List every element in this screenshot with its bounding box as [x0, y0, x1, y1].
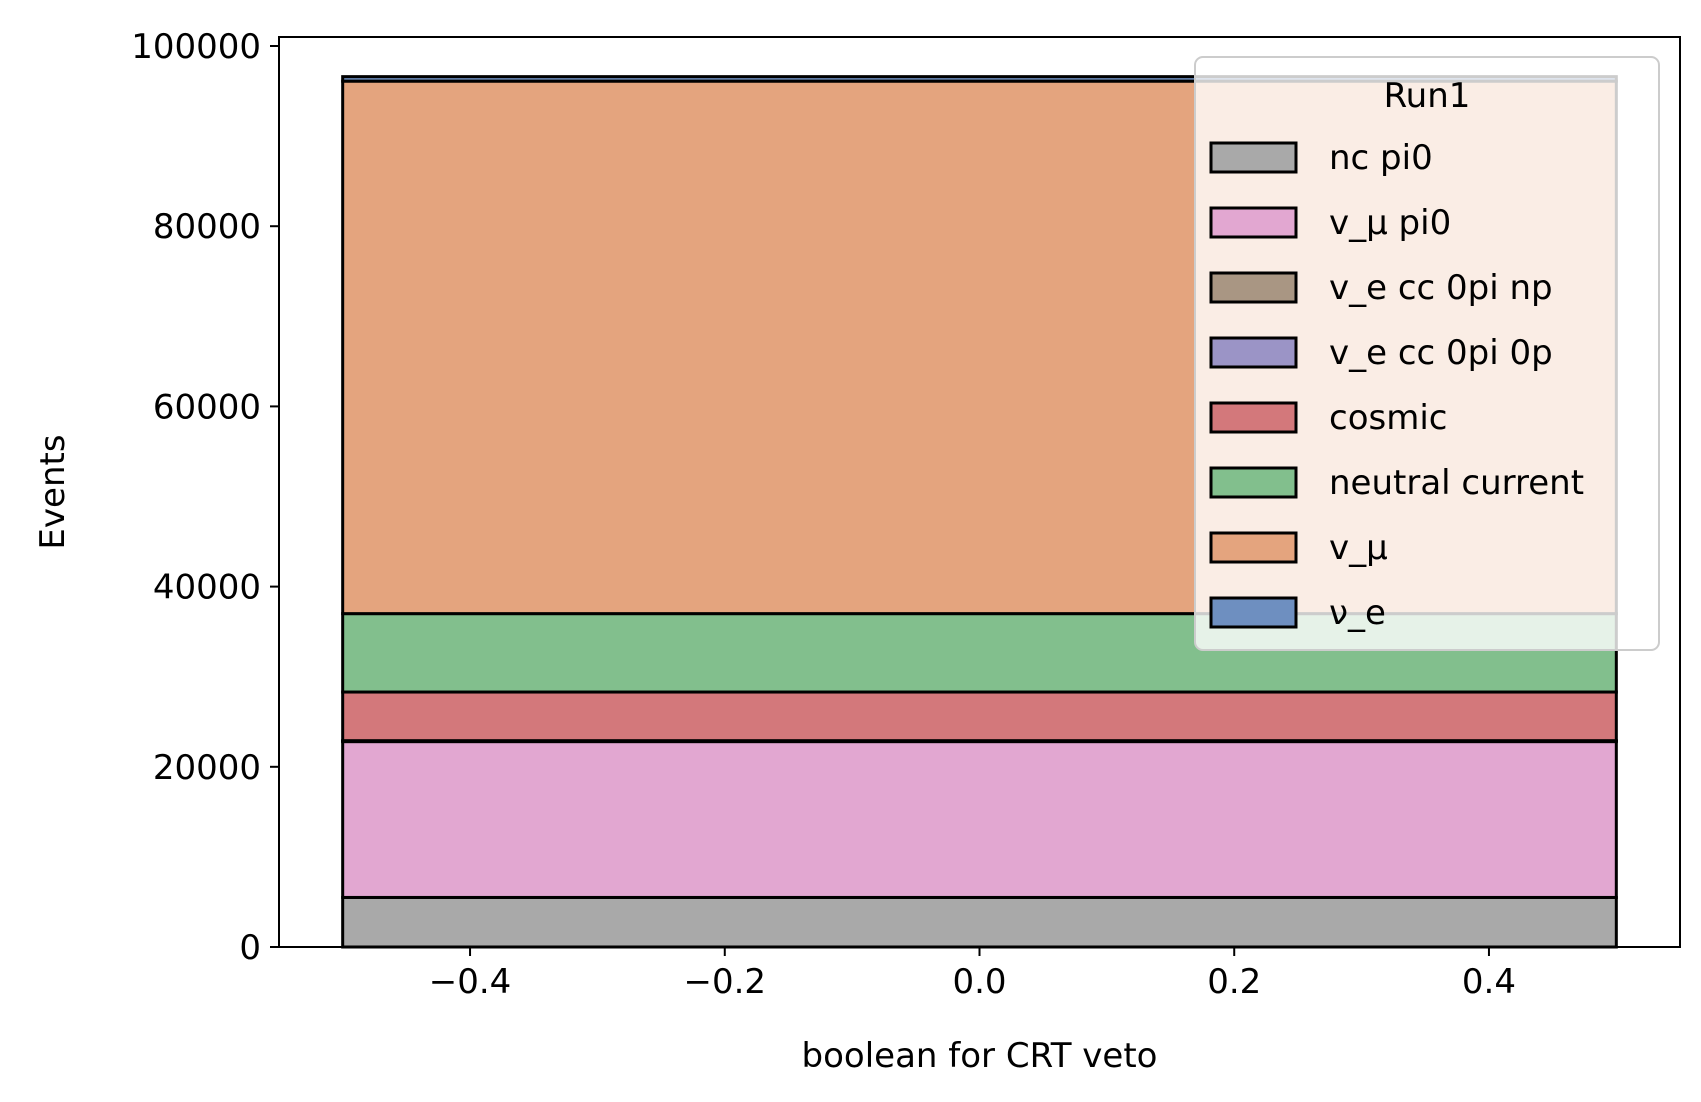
- legend-swatch-v-e-cc-0pi-0p-3: [1209, 336, 1298, 369]
- legend-swatch-v-6: [1209, 531, 1298, 564]
- x-axis-label: boolean for CRT veto: [802, 1036, 1158, 1076]
- x-tick-label: 0.0: [952, 962, 1006, 1002]
- legend-swatch-cosmic-4: [1209, 401, 1298, 434]
- y-tick-label: 0: [239, 928, 261, 968]
- legend-label-v-6: v_μ: [1329, 528, 1388, 568]
- legend-label-cosmic-4: cosmic: [1329, 398, 1447, 438]
- legend-swatch-neutral-current-5: [1209, 466, 1298, 499]
- legend-frame: [1194, 56, 1660, 651]
- x-tick-label: 0.4: [1462, 962, 1516, 1002]
- x-tick-label: 0.2: [1207, 962, 1261, 1002]
- legend-label-nc-pi0-0: nc pi0: [1329, 138, 1433, 178]
- bar-segment-cosmic-4: [341, 690, 1618, 743]
- legend-swatch-e-7: [1209, 596, 1298, 629]
- y-tick-label: 40000: [153, 568, 261, 608]
- y-axis-ticks: 0 20000 40000 60000 80000 100000: [131, 27, 279, 968]
- y-axis-label: Events: [33, 434, 73, 549]
- legend-swatch-nc-pi0-0: [1209, 141, 1298, 174]
- legend-title: Run1: [1384, 76, 1471, 116]
- x-tick-label: −0.4: [429, 962, 512, 1002]
- bar-segment-nc-pi0-0: [341, 895, 1618, 949]
- legend-swatch-v-pi0-1: [1209, 206, 1298, 239]
- x-tick-label: −0.2: [683, 962, 766, 1002]
- legend-swatch-v-e-cc-0pi-np-2: [1209, 271, 1298, 304]
- bar-segment-v-pi0-1: [341, 740, 1618, 899]
- legend-label-neutral-current-5: neutral current: [1329, 463, 1584, 503]
- legend-label-v-pi0-1: v_μ pi0: [1329, 203, 1451, 243]
- y-tick-label: 100000: [131, 27, 261, 67]
- legend-label-v-e-cc-0pi-np-2: v_e cc 0pi np: [1329, 268, 1553, 308]
- y-tick-label: 80000: [153, 207, 261, 247]
- legend-label-e-7: ν_e: [1329, 593, 1386, 633]
- legend: Run1 nc pi0 v_μ pi0 v_e cc 0pi np v_e cc 0p…: [1194, 56, 1660, 651]
- y-tick-label: 20000: [153, 748, 261, 788]
- legend-label-v-e-cc-0pi-0p-3: v_e cc 0pi 0p: [1329, 333, 1553, 373]
- x-axis-ticks: −0.4 −0.2 0.0 0.2 0.4: [429, 947, 1516, 1002]
- y-tick-label: 60000: [153, 387, 261, 427]
